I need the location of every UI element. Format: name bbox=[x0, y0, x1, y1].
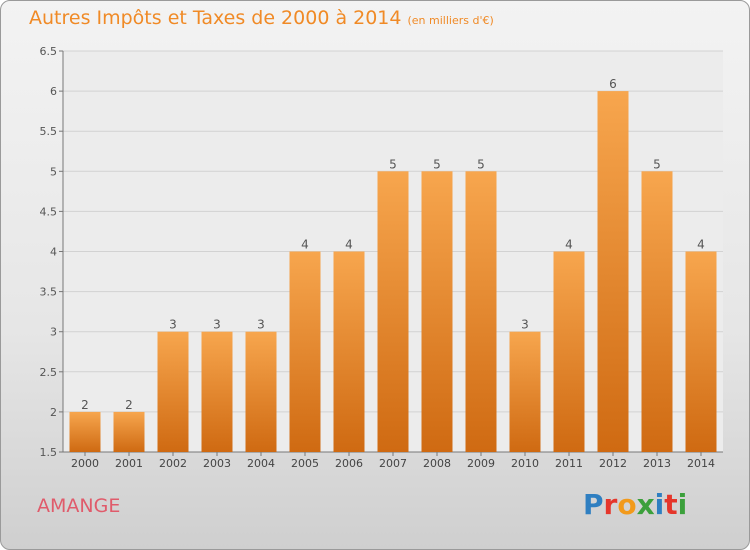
logo-letter: o bbox=[617, 488, 637, 521]
value-label-2003: 3 bbox=[213, 318, 221, 332]
x-tick-label-2005: 2005 bbox=[291, 457, 319, 470]
y-tick-label: 2.5 bbox=[40, 366, 58, 379]
logo-letter: i bbox=[677, 488, 688, 521]
x-tick-label-2011: 2011 bbox=[555, 457, 583, 470]
chart-title-main: Autres Impôts et Taxes de 2000 à 2014 bbox=[29, 7, 402, 29]
x-tick-label-2004: 2004 bbox=[247, 457, 275, 470]
x-tick-label-2007: 2007 bbox=[379, 457, 407, 470]
y-tick-label: 6 bbox=[50, 85, 57, 98]
bar-2011 bbox=[553, 251, 585, 452]
commune-name: AMANGE bbox=[37, 495, 121, 517]
x-tick-label-2008: 2008 bbox=[423, 457, 451, 470]
y-tick-label: 4.5 bbox=[40, 205, 58, 218]
bar-2007 bbox=[377, 171, 409, 453]
value-label-2014: 4 bbox=[697, 238, 705, 252]
x-tick-label-2002: 2002 bbox=[159, 457, 187, 470]
bar-2008 bbox=[421, 171, 453, 453]
value-label-2009: 5 bbox=[477, 157, 485, 171]
y-tick-label: 6.5 bbox=[40, 45, 58, 58]
value-label-2002: 3 bbox=[169, 318, 177, 332]
value-label-2007: 5 bbox=[389, 157, 397, 171]
x-tick-label-2000: 2000 bbox=[71, 457, 99, 470]
y-tick-label: 4 bbox=[50, 246, 57, 259]
value-label-2006: 4 bbox=[345, 238, 353, 252]
x-tick-label-2013: 2013 bbox=[643, 457, 671, 470]
chart-title-unit: (en milliers d'€) bbox=[407, 14, 494, 27]
bar-2013 bbox=[641, 171, 673, 453]
value-label-2011: 4 bbox=[565, 238, 573, 252]
value-label-2001: 2 bbox=[125, 398, 133, 412]
bar-2006 bbox=[333, 251, 365, 452]
logo-letter: t bbox=[664, 488, 678, 521]
bar-2014 bbox=[685, 251, 717, 452]
y-tick-label: 5.5 bbox=[40, 125, 58, 138]
x-tick-label-2001: 2001 bbox=[115, 457, 143, 470]
value-label-2013: 5 bbox=[653, 157, 661, 171]
bar-2005 bbox=[289, 251, 321, 452]
x-tick-label-2009: 2009 bbox=[467, 457, 495, 470]
logo-letter: i bbox=[654, 488, 665, 521]
y-tick-label: 3.5 bbox=[40, 286, 58, 299]
logo-letter: x bbox=[636, 488, 655, 521]
y-tick-label: 1.5 bbox=[40, 446, 58, 459]
chart-title: Autres Impôts et Taxes de 2000 à 2014 (en… bbox=[29, 7, 494, 29]
logo-letter: r bbox=[603, 488, 618, 521]
value-label-2000: 2 bbox=[81, 398, 89, 412]
y-tick-label: 3 bbox=[50, 326, 57, 339]
value-label-2012: 6 bbox=[609, 77, 617, 91]
x-tick-label-2010: 2010 bbox=[511, 457, 539, 470]
bar-2002 bbox=[157, 331, 189, 452]
bar-2001 bbox=[113, 411, 145, 452]
value-label-2008: 5 bbox=[433, 157, 441, 171]
bar-2003 bbox=[201, 331, 233, 452]
value-label-2010: 3 bbox=[521, 318, 529, 332]
proxiti-logo: Proxiti bbox=[583, 488, 687, 521]
x-tick-label-2003: 2003 bbox=[203, 457, 231, 470]
bar-2010 bbox=[509, 331, 541, 452]
value-label-2005: 4 bbox=[301, 238, 309, 252]
bar-2009 bbox=[465, 171, 497, 453]
x-tick-label-2012: 2012 bbox=[599, 457, 627, 470]
bar-2000 bbox=[69, 411, 101, 452]
y-tick-label: 5 bbox=[50, 165, 57, 178]
bar-2004 bbox=[245, 331, 277, 452]
bar-2012 bbox=[597, 91, 629, 452]
x-tick-label-2014: 2014 bbox=[687, 457, 715, 470]
y-tick-label: 2 bbox=[50, 406, 57, 419]
logo-letter: P bbox=[583, 488, 604, 521]
x-tick-label-2006: 2006 bbox=[335, 457, 363, 470]
value-label-2004: 3 bbox=[257, 318, 265, 332]
